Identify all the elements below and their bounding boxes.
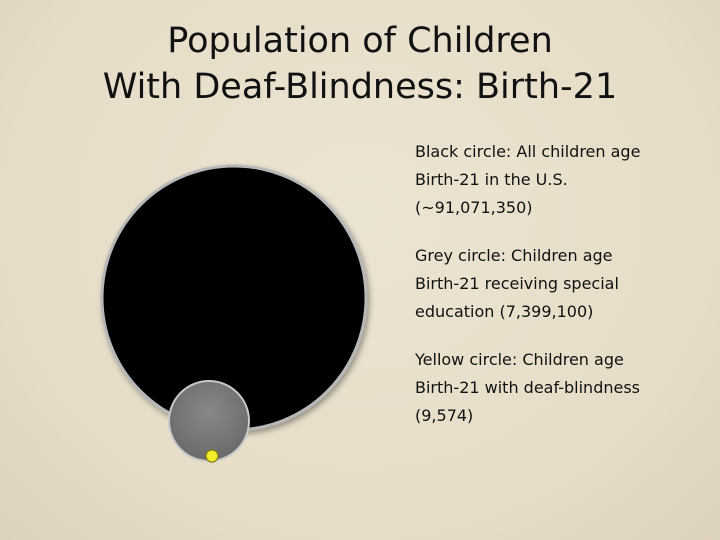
yellow-circle-deaf-blindness (205, 449, 219, 463)
legend-item-black-circle: Black circle: All children age Birth-21 … (415, 138, 705, 222)
legend-line: Yellow circle: Children age (415, 350, 624, 369)
legend-item-grey-circle: Grey circle: Children age Birth-21 recei… (415, 242, 705, 326)
slide-title: Population of Children With Deaf-Blindne… (0, 18, 720, 110)
legend-line: Birth-21 with deaf-blindness (415, 378, 640, 397)
title-line-2: With Deaf-Blindness: Birth-21 (102, 67, 618, 107)
legend-line: (~91,071,350) (415, 198, 533, 217)
legend-line: Birth-21 in the U.S. (415, 170, 568, 189)
grey-circle-special-education (168, 380, 250, 462)
legend-line: Birth-21 receiving special (415, 274, 619, 293)
legend: Black circle: All children age Birth-21 … (415, 138, 705, 450)
title-line-1: Population of Children (167, 21, 553, 61)
legend-line: education (7,399,100) (415, 302, 594, 321)
legend-item-yellow-circle: Yellow circle: Children age Birth-21 wit… (415, 346, 705, 430)
legend-line: Grey circle: Children age (415, 246, 613, 265)
legend-line: (9,574) (415, 406, 474, 425)
legend-line: Black circle: All children age (415, 142, 641, 161)
